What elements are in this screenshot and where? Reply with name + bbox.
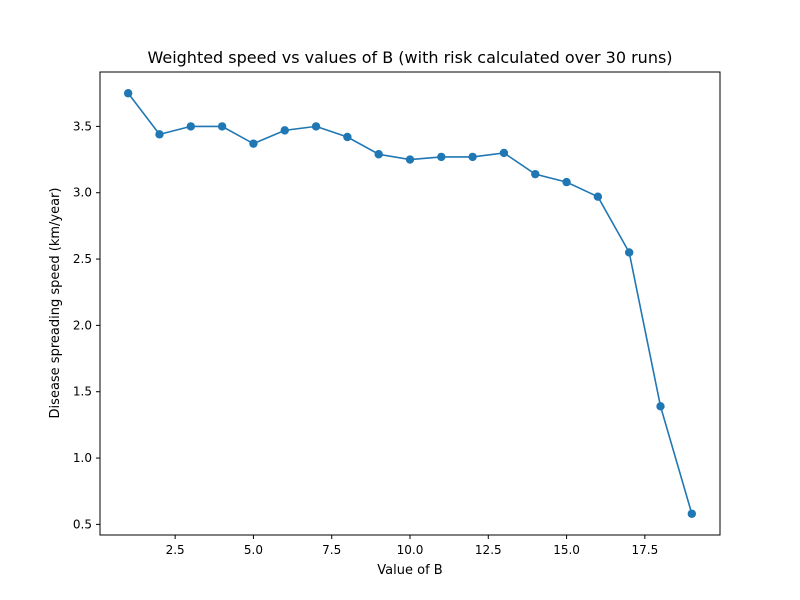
data-point <box>249 139 258 148</box>
data-point <box>437 152 446 162</box>
x-tick-label: 2.5 <box>166 543 185 557</box>
data-point <box>311 122 321 131</box>
data-point <box>468 152 477 162</box>
series-points <box>123 89 697 518</box>
y-axis: 0.5 1.0 1.5 2.0 2.5 3.0 3.5 <box>73 119 100 531</box>
data-point <box>280 126 289 135</box>
data-point <box>123 89 133 98</box>
data-point <box>405 155 415 164</box>
x-tick-label: 10.0 <box>397 543 424 557</box>
x-tick-label: 12.5 <box>475 543 502 557</box>
data-point <box>687 509 697 518</box>
data-point <box>593 192 603 201</box>
data-point <box>656 402 665 411</box>
plot-area <box>99 71 721 536</box>
data-point <box>531 169 540 179</box>
data-point <box>186 122 196 131</box>
y-tick-label: 2.0 <box>73 318 92 332</box>
data-point <box>624 248 634 257</box>
data-point <box>155 130 164 139</box>
data-point <box>217 122 227 131</box>
x-axis-label: Value of B <box>377 563 442 578</box>
data-point <box>374 150 383 159</box>
y-axis-label: Disease spreading speed (km/year) <box>48 188 63 419</box>
y-tick-label: 1.5 <box>73 385 92 399</box>
y-tick-label: 3.0 <box>73 186 92 200</box>
data-point <box>499 148 509 158</box>
x-tick-label: 5.0 <box>244 543 263 557</box>
y-tick-label: 1.0 <box>73 451 92 465</box>
x-tick-label: 15.0 <box>553 543 580 557</box>
y-tick-label: 2.5 <box>73 252 92 266</box>
y-tick-label: 3.5 <box>73 119 92 133</box>
y-tick-label: 0.5 <box>73 517 92 531</box>
data-point <box>562 177 571 187</box>
x-tick-label: 7.5 <box>322 543 341 557</box>
x-axis: 2.5 5.0 7.5 10.0 12.5 15.0 17.5 <box>166 535 658 557</box>
x-tick-label: 17.5 <box>631 543 658 557</box>
chart-title: Weighted speed vs values of B (with risk… <box>147 48 672 67</box>
data-point <box>343 132 352 142</box>
